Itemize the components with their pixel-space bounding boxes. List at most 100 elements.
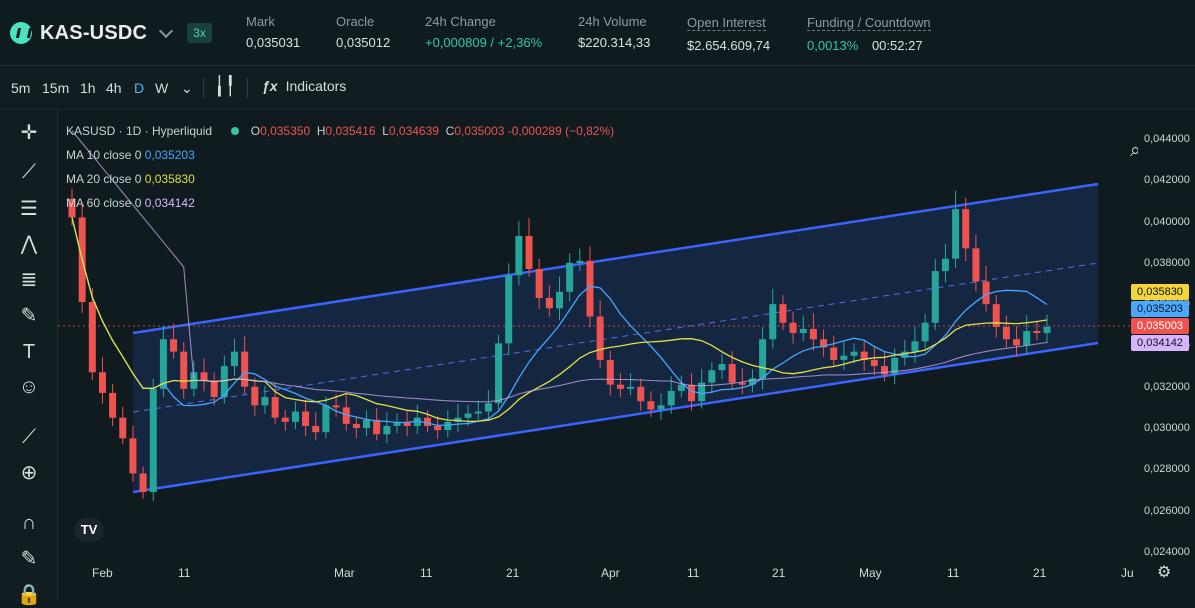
stat-value: 0,0013% 00:52:27 xyxy=(807,38,931,53)
ma20-legend: MA 20 close 0 0,035830 xyxy=(66,172,195,186)
candle-body xyxy=(789,322,797,334)
candle-body xyxy=(952,209,960,259)
zoom-in-icon[interactable]: ⊕ xyxy=(20,462,38,484)
legend-high: H0,035416 xyxy=(313,124,376,138)
timeframe-d[interactable]: D xyxy=(134,80,145,96)
candle-body xyxy=(799,328,807,334)
time-tick-label: 21 xyxy=(1033,566,1047,580)
candle-body xyxy=(332,405,340,408)
candle-body xyxy=(962,209,970,249)
candle-body xyxy=(109,392,117,418)
ma10-legend: MA 10 close 0 0,035203 xyxy=(66,148,195,162)
candle-body xyxy=(830,347,838,360)
candle-body xyxy=(637,386,645,402)
candle-body xyxy=(363,419,371,429)
candle-body xyxy=(454,417,462,422)
candle-body xyxy=(1023,330,1031,346)
candle-body xyxy=(545,297,553,309)
candle-body xyxy=(576,260,584,263)
chevron-down-icon[interactable] xyxy=(159,23,174,38)
candle-body xyxy=(718,364,726,371)
pattern-icon[interactable]: ⋀ xyxy=(20,233,38,255)
brush-icon[interactable]: ✎ xyxy=(20,305,38,327)
candle-body xyxy=(1013,339,1021,346)
emoji-icon[interactable]: ☺ xyxy=(18,376,40,398)
timeframe-5m[interactable]: 5m xyxy=(11,80,31,96)
time-tick-label: 11 xyxy=(420,566,433,580)
timeframe-4h[interactable]: 4h xyxy=(106,80,122,96)
magnet-icon[interactable]: ∩ xyxy=(21,512,37,534)
market-selector[interactable]: KAS-USDC 3x xyxy=(10,18,212,48)
candle-body xyxy=(728,364,736,383)
candle-body xyxy=(271,397,279,418)
candle-body xyxy=(322,405,330,433)
leverage-badge[interactable]: 3x xyxy=(187,23,212,43)
candlestick-type-icon[interactable]: ╽╿ xyxy=(214,76,236,96)
candle-body xyxy=(68,198,76,218)
timeframe-1h[interactable]: 1h xyxy=(80,80,96,96)
stat-label: Oracle xyxy=(336,14,375,29)
candle-body xyxy=(809,328,817,340)
market-header: KAS-USDC 3x Mark 0,035031 Oracle 0,035012 24… xyxy=(0,0,1195,66)
timeframe-dropdown-icon[interactable]: ⌄ xyxy=(181,80,193,96)
legend-change: -0,000289 (−0,82%) xyxy=(507,124,615,138)
candle-body xyxy=(535,269,543,298)
candle-body xyxy=(393,421,401,426)
candle-body xyxy=(840,355,848,360)
time-tick-label: 21 xyxy=(506,566,520,580)
channel-upper-line xyxy=(132,182,1099,335)
candle-body xyxy=(982,281,990,305)
candle-body xyxy=(291,411,299,422)
candle-body xyxy=(281,417,289,422)
legend-open: O0,035350 xyxy=(250,124,311,138)
time-tick-label: Ju xyxy=(1121,566,1134,580)
channel-lower-line xyxy=(132,341,1099,494)
indicators-label: Indicators xyxy=(285,78,347,94)
stat-value: 0,035031 xyxy=(246,35,301,50)
time-tick-label: 21 xyxy=(772,566,786,580)
price-chart[interactable] xyxy=(58,110,1138,601)
candle-body xyxy=(210,380,218,398)
candle-body xyxy=(627,386,635,389)
stat-oracle: Oracle 0,035012 xyxy=(336,14,390,50)
price-tick-label: 0,038000 xyxy=(1144,256,1190,269)
candle-body xyxy=(474,411,482,414)
fibonacci-icon[interactable]: ≣ xyxy=(20,269,38,291)
text-icon[interactable]: T xyxy=(22,341,36,363)
horizontal-lines-icon[interactable]: ☰ xyxy=(20,198,38,220)
candle-body xyxy=(444,421,452,431)
ma60-legend: MA 60 close 0 0,034142 xyxy=(66,196,195,210)
time-tick-label: 11 xyxy=(178,566,191,580)
lock-icon[interactable]: ✎ xyxy=(20,548,38,570)
timeframe-w[interactable]: W xyxy=(155,80,169,96)
stat-open-interest[interactable]: Open Interest $2.654.609,74 xyxy=(687,14,770,53)
stat-funding-countdown[interactable]: Funding / Countdown 0,0013% 00:52:27 xyxy=(807,14,931,53)
time-axis[interactable]: Feb 11 Mar 11 21 Apr 11 21 May 11 21 Ju xyxy=(58,560,1138,601)
ma10-line xyxy=(71,217,1048,427)
price-badge: 0,035003 xyxy=(1131,318,1189,334)
time-tick-label: Apr xyxy=(601,566,620,580)
time-tick-label: Mar xyxy=(334,566,355,580)
stat-value: $2.654.609,74 xyxy=(687,38,771,53)
candle-body xyxy=(688,384,696,402)
timeframe-15m[interactable]: 15m xyxy=(42,80,70,96)
candle-body xyxy=(870,359,878,367)
candle-body xyxy=(129,438,137,474)
candle-body xyxy=(759,339,767,379)
indicators-button[interactable]: ƒx Indicators xyxy=(262,78,346,94)
ruler-icon[interactable]: ⟋ xyxy=(22,426,36,448)
stat-value: $220.314,33 xyxy=(578,35,651,50)
candle-body xyxy=(423,417,431,426)
price-axis[interactable]: 0,0440000,0420000,0400000,0380000,036000… xyxy=(1131,110,1195,601)
price-tick-label: 0,042000 xyxy=(1144,174,1190,187)
crosshair-icon[interactable]: ✛ xyxy=(20,122,38,144)
candlestick-chart[interactable] xyxy=(58,110,1138,601)
trend-line-icon[interactable]: ⟋ xyxy=(22,161,36,183)
screenshot-search-icon[interactable]: ⌕ xyxy=(1130,140,1141,161)
candle-body xyxy=(200,372,208,381)
candle-body xyxy=(972,248,980,282)
padlock-icon[interactable]: 🔒 xyxy=(16,584,42,606)
chart-settings-icon[interactable]: ⚙ xyxy=(1157,564,1172,581)
stat-label: Funding / Countdown xyxy=(807,15,931,31)
stat-value: +0,000809 / +2,36% xyxy=(425,35,543,50)
